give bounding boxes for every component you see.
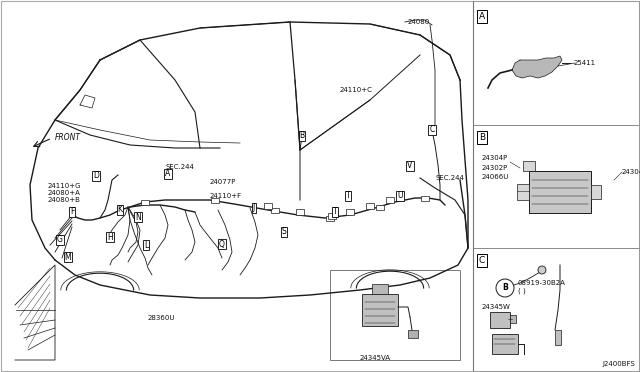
Text: B: B xyxy=(502,283,508,292)
Text: 28360U: 28360U xyxy=(148,315,175,321)
Text: Q: Q xyxy=(219,240,225,248)
Bar xyxy=(362,294,398,326)
Bar xyxy=(330,270,460,360)
Text: 25411: 25411 xyxy=(574,60,596,66)
Text: H: H xyxy=(107,232,113,241)
Text: SEC.244: SEC.244 xyxy=(166,164,195,170)
Text: D: D xyxy=(93,171,99,180)
Bar xyxy=(490,312,510,328)
Bar xyxy=(492,334,518,354)
Bar xyxy=(328,213,336,219)
Text: 24304P: 24304P xyxy=(622,169,640,175)
Text: ( ): ( ) xyxy=(518,288,525,294)
Text: S: S xyxy=(282,228,286,237)
Text: U: U xyxy=(397,192,403,201)
Text: F: F xyxy=(70,208,74,217)
Text: N: N xyxy=(135,212,141,221)
Polygon shape xyxy=(512,56,562,78)
Text: 24110+C: 24110+C xyxy=(340,87,373,93)
Text: 24080: 24080 xyxy=(408,19,430,25)
Bar xyxy=(366,203,374,209)
Bar xyxy=(529,171,591,213)
Text: C: C xyxy=(429,125,435,135)
Text: 24110+G: 24110+G xyxy=(48,183,81,189)
Bar xyxy=(211,198,219,202)
Text: M: M xyxy=(65,253,71,262)
Circle shape xyxy=(538,266,546,274)
Text: SEC.244: SEC.244 xyxy=(435,175,464,181)
Text: C: C xyxy=(479,256,485,265)
Bar xyxy=(408,330,418,338)
Text: 24066U: 24066U xyxy=(482,174,509,180)
Circle shape xyxy=(496,279,514,297)
Bar xyxy=(555,330,561,345)
Text: 24110+F: 24110+F xyxy=(210,193,242,199)
Bar xyxy=(591,185,601,199)
Bar xyxy=(326,215,334,221)
Text: 24345W: 24345W xyxy=(482,304,511,310)
Bar xyxy=(421,196,429,201)
Text: T: T xyxy=(346,192,350,201)
Text: 24077P: 24077P xyxy=(210,179,236,185)
Text: 08919-30B2A: 08919-30B2A xyxy=(518,280,566,286)
Bar xyxy=(376,205,384,209)
Text: B: B xyxy=(300,131,305,141)
Text: K: K xyxy=(118,205,122,215)
Text: A: A xyxy=(479,12,485,21)
Text: 24080+A: 24080+A xyxy=(48,190,81,196)
Text: FRONT: FRONT xyxy=(55,134,81,142)
Bar xyxy=(141,199,149,205)
Bar xyxy=(386,197,394,203)
Text: 24304P: 24304P xyxy=(482,155,508,161)
Bar xyxy=(296,209,304,215)
Bar xyxy=(264,203,272,209)
Bar xyxy=(517,184,529,200)
Bar xyxy=(346,209,354,215)
Bar xyxy=(372,284,388,294)
Text: B: B xyxy=(479,133,485,142)
Text: L: L xyxy=(144,241,148,250)
Text: A: A xyxy=(165,170,171,179)
Text: J: J xyxy=(253,203,255,212)
Text: T: T xyxy=(333,208,337,217)
Text: V: V xyxy=(408,161,413,170)
Text: J2400BFS: J2400BFS xyxy=(602,361,635,367)
Bar xyxy=(510,315,516,323)
Text: 24080+B: 24080+B xyxy=(48,197,81,203)
Text: G: G xyxy=(57,235,63,244)
Bar xyxy=(271,208,279,212)
Text: 24302P: 24302P xyxy=(482,165,508,171)
Text: 24345VA: 24345VA xyxy=(360,355,390,361)
Bar xyxy=(523,161,535,171)
